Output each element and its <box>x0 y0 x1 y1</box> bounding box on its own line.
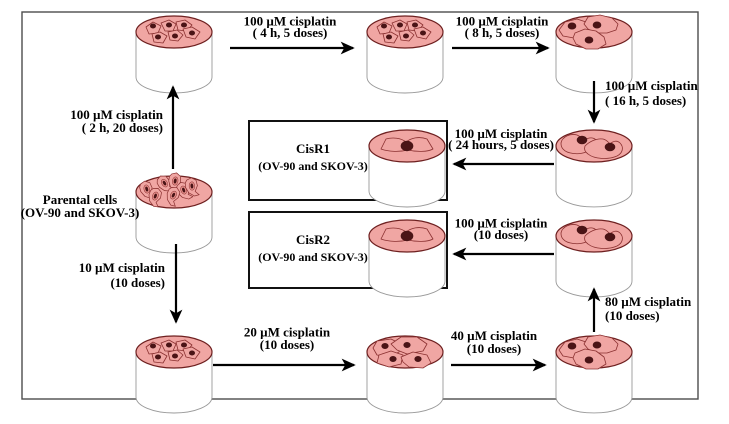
svg-text:(OV-90 and SKOV-3): (OV-90 and SKOV-3) <box>258 250 368 264</box>
svg-text:CisR2: CisR2 <box>296 232 330 247</box>
svg-text:10 µM cisplatin: 10 µM cisplatin <box>79 260 166 275</box>
svg-text:100 µM cisplatin: 100 µM cisplatin <box>605 78 698 93</box>
svg-text:( 16 h, 5 doses): ( 16 h, 5 doses) <box>605 93 686 108</box>
svg-text:( 2 h, 20 doses): ( 2 h, 20 doses) <box>82 120 163 135</box>
svg-text:(OV-90 and SKOV-3): (OV-90 and SKOV-3) <box>21 205 140 220</box>
svg-text:(10 doses): (10 doses) <box>260 337 315 352</box>
svg-text:(10 doses): (10 doses) <box>467 341 522 356</box>
svg-text:( 4 h, 5 doses): ( 4 h, 5 doses) <box>253 25 328 40</box>
svg-text:( 24 hours, 5 doses): ( 24 hours, 5 doses) <box>448 137 554 152</box>
svg-text:80 µM cisplatin: 80 µM cisplatin <box>605 294 692 309</box>
svg-text:( 8 h, 5 doses): ( 8 h, 5 doses) <box>465 25 540 40</box>
svg-text:(10 doses): (10 doses) <box>605 308 660 323</box>
svg-text:CisR1: CisR1 <box>296 141 330 156</box>
svg-text:(10 doses): (10 doses) <box>110 275 165 290</box>
svg-text:(OV-90 and SKOV-3): (OV-90 and SKOV-3) <box>258 159 368 173</box>
svg-text:(10 doses): (10 doses) <box>474 227 529 242</box>
